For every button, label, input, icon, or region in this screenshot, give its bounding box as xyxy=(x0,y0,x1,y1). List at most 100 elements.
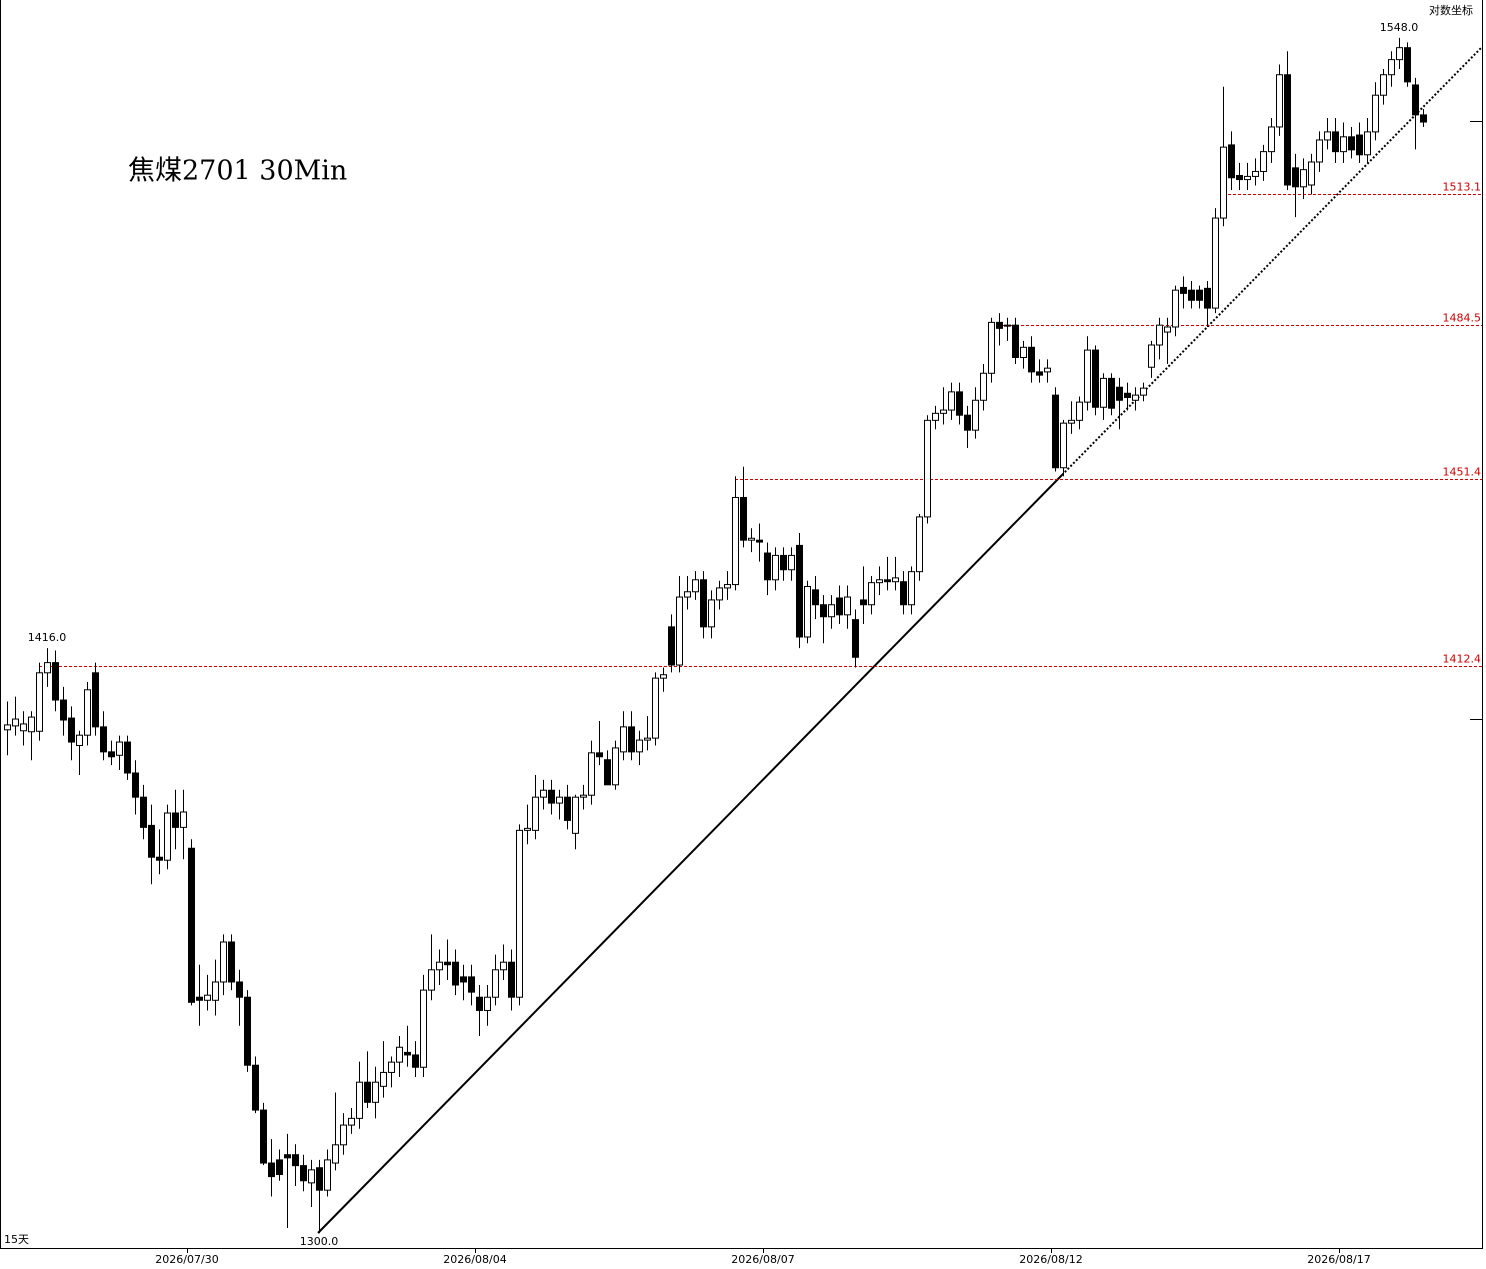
candle-body xyxy=(300,1165,307,1182)
candle-body xyxy=(204,994,211,1001)
candle-body xyxy=(1340,136,1347,153)
candle-body xyxy=(948,391,955,411)
candle-body xyxy=(1348,136,1355,151)
candle-body xyxy=(1060,422,1067,469)
candle-body xyxy=(972,399,979,431)
candle-body xyxy=(100,726,107,753)
candle-body xyxy=(796,544,803,638)
candle-body xyxy=(764,552,771,581)
candle-body xyxy=(172,812,179,828)
candle-body xyxy=(188,847,195,1003)
candle-body xyxy=(412,1054,419,1068)
candle-body xyxy=(1228,144,1235,179)
candle-body xyxy=(780,554,787,571)
candle-body xyxy=(1116,386,1123,401)
candle-body xyxy=(596,752,603,758)
candle-body xyxy=(788,554,795,571)
candle-body xyxy=(740,496,747,541)
level-label: 1412.4 xyxy=(1443,653,1482,666)
candle-body xyxy=(1156,324,1163,346)
candle-body xyxy=(468,976,475,993)
candle-body xyxy=(404,1051,411,1056)
candle-body xyxy=(820,604,827,618)
candle-body xyxy=(1004,324,1011,327)
candle-body xyxy=(460,976,467,983)
candle-body xyxy=(628,726,635,753)
candle-body xyxy=(1204,287,1211,309)
candle-body xyxy=(28,716,35,733)
candle-body xyxy=(516,829,523,998)
candle-body xyxy=(340,1124,347,1146)
candle-body xyxy=(140,796,147,828)
candle-body xyxy=(1140,387,1147,396)
candle-body xyxy=(1172,289,1179,328)
candle-body xyxy=(1260,151,1267,172)
candle-body xyxy=(988,321,995,374)
level-label: 1484.5 xyxy=(1443,312,1482,325)
candle-body xyxy=(676,596,683,666)
candle-body xyxy=(396,1046,403,1063)
candle-body xyxy=(636,739,643,753)
candle-body xyxy=(372,1081,379,1103)
candle-body xyxy=(1012,324,1019,359)
candle-body xyxy=(980,372,987,401)
candle-body xyxy=(276,1159,283,1176)
candle-body xyxy=(76,734,83,746)
candle-body xyxy=(252,1064,259,1111)
chart-title: 焦煤2701 30Min xyxy=(128,156,347,187)
candle-body xyxy=(956,391,963,416)
candle-body xyxy=(1332,131,1339,153)
x-tick-label: 2026/07/30 xyxy=(155,1253,218,1266)
candle-body xyxy=(68,717,75,743)
candle-body xyxy=(476,996,483,1011)
candle-body xyxy=(420,989,427,1068)
candle-body xyxy=(1036,371,1043,376)
candle-body xyxy=(1164,326,1171,333)
candle-body xyxy=(1316,139,1323,163)
candle-body xyxy=(236,981,243,998)
candle-body xyxy=(1276,74,1283,128)
candle-body xyxy=(772,554,779,581)
candle-body xyxy=(716,587,723,601)
x-tick-label: 2026/08/17 xyxy=(1307,1253,1370,1266)
candle-body xyxy=(388,1061,395,1073)
trend-line xyxy=(317,474,1063,1234)
price-label: 1300.0 xyxy=(300,1235,339,1248)
candle-body xyxy=(692,579,699,593)
candle-body xyxy=(500,961,507,971)
candle-body xyxy=(964,414,971,431)
candle-body xyxy=(1324,131,1331,141)
candle-body xyxy=(452,961,459,986)
candle-body xyxy=(284,1154,291,1159)
candle-body xyxy=(436,961,443,971)
candle-body xyxy=(708,599,715,628)
candle-body xyxy=(1244,175,1251,181)
candle-body xyxy=(556,796,563,804)
candle-body xyxy=(724,584,731,589)
candle-body xyxy=(1372,94,1379,133)
candle-body xyxy=(356,1081,363,1119)
candle-body xyxy=(732,496,739,586)
candle-body xyxy=(1068,419,1075,424)
candle-body xyxy=(228,941,235,983)
candle-body xyxy=(1212,217,1219,309)
candle-body xyxy=(444,961,451,966)
candle-body xyxy=(860,599,867,606)
candle-body xyxy=(1300,169,1307,188)
candle-body xyxy=(836,597,843,616)
period-label: 15天 xyxy=(4,1233,29,1246)
candle-body xyxy=(52,662,59,701)
candle-body xyxy=(116,741,123,756)
candle-body xyxy=(876,579,883,584)
candle-body xyxy=(1236,175,1243,181)
price-label: 1548.0 xyxy=(1380,21,1419,34)
candle-body xyxy=(940,409,947,414)
candle-body xyxy=(1020,346,1027,359)
candle-body xyxy=(1124,392,1131,398)
candle-body xyxy=(1252,170,1259,177)
candle-body xyxy=(124,741,131,774)
candle-body xyxy=(1196,289,1203,301)
candle-body xyxy=(484,996,491,1011)
